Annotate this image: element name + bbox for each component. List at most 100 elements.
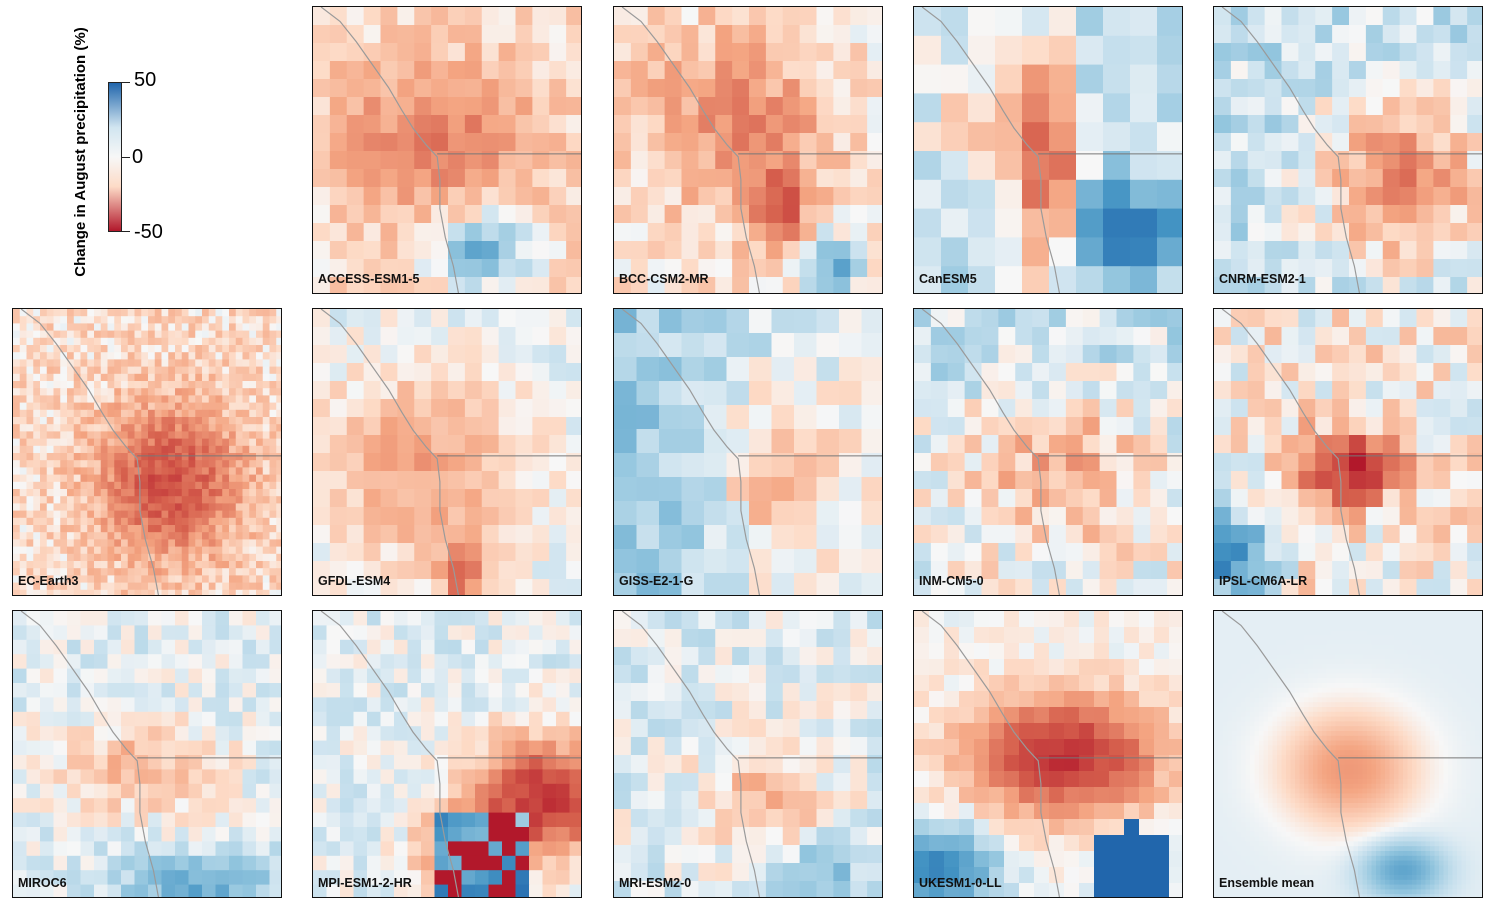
heatmap-cell	[269, 755, 281, 770]
heatmap-cell	[215, 798, 230, 814]
heatmap-cell	[215, 381, 223, 389]
heatmap-cell	[53, 402, 61, 411]
heatmap-cell	[1124, 803, 1140, 820]
heatmap-cell	[175, 589, 183, 595]
heatmap-cell	[1332, 205, 1350, 224]
heatmap-cell	[414, 169, 432, 188]
heatmap-cell	[1416, 97, 1434, 116]
heatmap-cell	[141, 417, 149, 425]
heatmap-cell	[127, 481, 136, 490]
heatmap-cell	[448, 812, 463, 828]
heatmap-cell	[914, 739, 930, 756]
heatmap-cell	[188, 445, 196, 454]
heatmap-cell	[208, 330, 217, 339]
heatmap-cell	[914, 208, 942, 238]
heatmap-cell	[407, 711, 422, 727]
heatmap-cell	[749, 525, 773, 550]
heatmap-cell	[249, 532, 257, 540]
heatmap-cell	[208, 388, 217, 396]
heatmap-cell	[26, 553, 34, 562]
heatmap-cell	[481, 259, 500, 278]
heatmap-cell	[974, 755, 990, 772]
heatmap-cell	[1365, 25, 1384, 44]
heatmap-cell	[313, 453, 331, 472]
heatmap-cell	[636, 333, 660, 358]
heatmap-cell	[13, 467, 21, 476]
heatmap-cell	[121, 625, 136, 641]
heatmap-cell	[407, 812, 422, 828]
heatmap-cell	[1230, 25, 1249, 44]
heatmap-cell	[134, 561, 142, 569]
heatmap-cell	[1416, 223, 1434, 242]
heatmap-cell	[1450, 187, 1468, 206]
heatmap-cell	[208, 323, 217, 332]
heatmap-cell	[1450, 561, 1468, 580]
heatmap-cell	[1218, 615, 1224, 622]
heatmap-cell	[1082, 381, 1101, 400]
heatmap-cell	[1065, 471, 1084, 490]
heatmap-cell	[40, 783, 55, 799]
heatmap-cell	[816, 773, 834, 792]
heatmap-cell	[161, 424, 169, 432]
heatmap-cell	[40, 589, 48, 595]
heatmap-cell	[154, 352, 163, 360]
heatmap-cell	[930, 381, 949, 400]
heatmap-cell	[175, 496, 183, 504]
heatmap-cell	[664, 719, 683, 738]
heatmap-cell	[1399, 25, 1418, 44]
heatmap-cell	[134, 553, 142, 562]
heatmap-cell	[269, 697, 281, 713]
heatmap-cell	[394, 726, 409, 742]
heatmap-cell	[60, 373, 68, 382]
heatmap-cell	[100, 409, 109, 418]
heatmap-cell	[1467, 327, 1482, 346]
heatmap-cell	[647, 151, 666, 170]
heatmap-cell	[1281, 525, 1299, 544]
heatmap-cell	[161, 855, 176, 871]
heatmap-cell	[1019, 835, 1035, 852]
heatmap-cell	[60, 388, 68, 396]
heatmap-cell	[262, 359, 271, 368]
heatmap-cell	[1065, 363, 1084, 382]
heatmap-cell	[73, 510, 82, 519]
heatmap-cell	[222, 460, 230, 468]
heatmap-cell	[175, 568, 183, 576]
heatmap-cell	[959, 691, 975, 708]
heatmap-cell	[175, 453, 183, 461]
heatmap-cell	[340, 870, 355, 886]
heatmap-cell	[346, 43, 365, 62]
heatmap-cell	[181, 402, 190, 411]
heatmap-cell	[161, 561, 169, 569]
heatmap-cell	[80, 517, 88, 526]
heatmap-cell	[202, 639, 217, 655]
heatmap-cell	[53, 481, 61, 490]
heatmap-cell	[995, 179, 1023, 210]
heatmap-cell	[799, 7, 818, 26]
heatmap-cell	[839, 549, 863, 574]
heatmap-cell	[698, 79, 716, 98]
heatmap-cell	[367, 639, 382, 655]
heatmap-cell	[363, 25, 382, 44]
heatmap-cell	[1109, 643, 1125, 660]
heatmap-cell	[1099, 417, 1118, 436]
heatmap-cell	[26, 726, 41, 742]
heatmap-cell	[1103, 122, 1131, 152]
heatmap-cell	[481, 241, 500, 260]
heatmap-cell	[1332, 43, 1350, 62]
heatmap-cell	[269, 827, 281, 842]
heatmap-cell	[749, 827, 767, 846]
heatmap-cell	[833, 169, 851, 188]
heatmap-cell	[614, 241, 632, 260]
heatmap-cell	[498, 241, 517, 260]
heatmap-cell	[80, 359, 88, 368]
heatmap-cell	[340, 841, 355, 857]
heatmap-cell	[1133, 327, 1151, 346]
heatmap-cell	[1064, 883, 1080, 897]
heatmap-cell	[229, 438, 237, 447]
heatmap-cell	[556, 639, 571, 655]
heatmap-cell	[1399, 363, 1418, 382]
heatmap-cell	[80, 388, 88, 396]
heatmap-cell	[202, 769, 217, 785]
heatmap-cell	[1082, 435, 1101, 454]
heatmap-cell	[195, 510, 203, 519]
